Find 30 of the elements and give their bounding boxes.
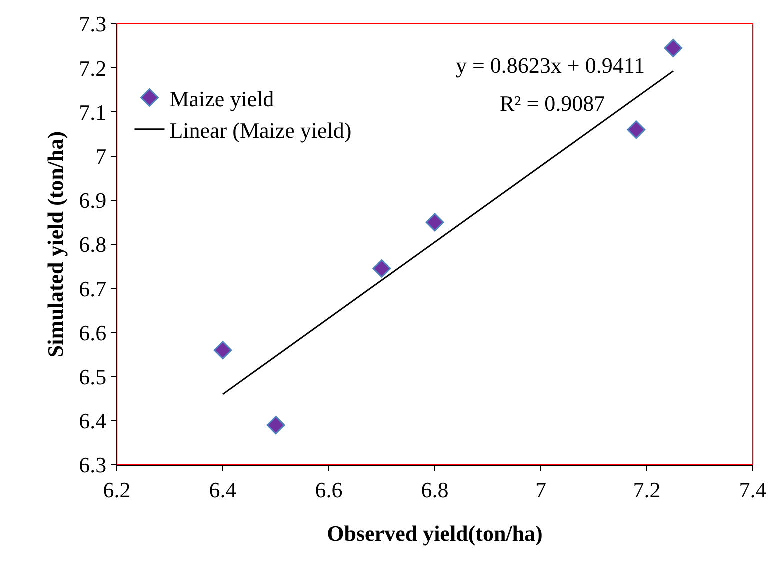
point <box>627 120 646 140</box>
x-tick-label: 7 <box>536 477 546 502</box>
x-tick-label: 6.4 <box>209 477 237 502</box>
x-tick-label: 7.2 <box>633 477 661 502</box>
y-tick-label: 6.7 <box>79 276 107 302</box>
y-axis-title: Simulated yield (ton/ha) <box>43 131 68 358</box>
x-tick-label: 6.2 <box>103 477 131 502</box>
point <box>266 416 286 435</box>
y-tick-label: 7.1 <box>79 100 107 125</box>
point <box>214 341 232 360</box>
annotation: y = 0.8623x + 0.9411 <box>456 53 645 78</box>
legend-label: Linear (Maize yield) <box>170 118 352 143</box>
annotation: R² = 0.9087 <box>500 91 606 116</box>
x-axis-title: Observed yield(ton/ha) <box>327 521 543 546</box>
legend-label: Maize yield <box>170 86 274 112</box>
point <box>372 260 392 278</box>
x-tick-label: 6.6 <box>315 477 343 502</box>
point <box>426 213 444 232</box>
y-tick-label: 7.2 <box>79 56 107 81</box>
y-tick-label: 6.4 <box>79 408 107 434</box>
y-tick-label: 7 <box>96 144 107 169</box>
y-tick-label: 7.3 <box>79 12 107 37</box>
y-tick-label: 6.3 <box>79 452 107 478</box>
y-tick-label: 6.5 <box>79 364 107 390</box>
y-tick-label: 6.6 <box>79 320 107 346</box>
x-tick-label: 6.8 <box>421 477 449 502</box>
point <box>664 39 683 58</box>
y-tick-label: 6.8 <box>79 232 107 258</box>
x-tick-label: 7.4 <box>739 477 767 502</box>
y-tick-label: 6.9 <box>79 188 107 214</box>
